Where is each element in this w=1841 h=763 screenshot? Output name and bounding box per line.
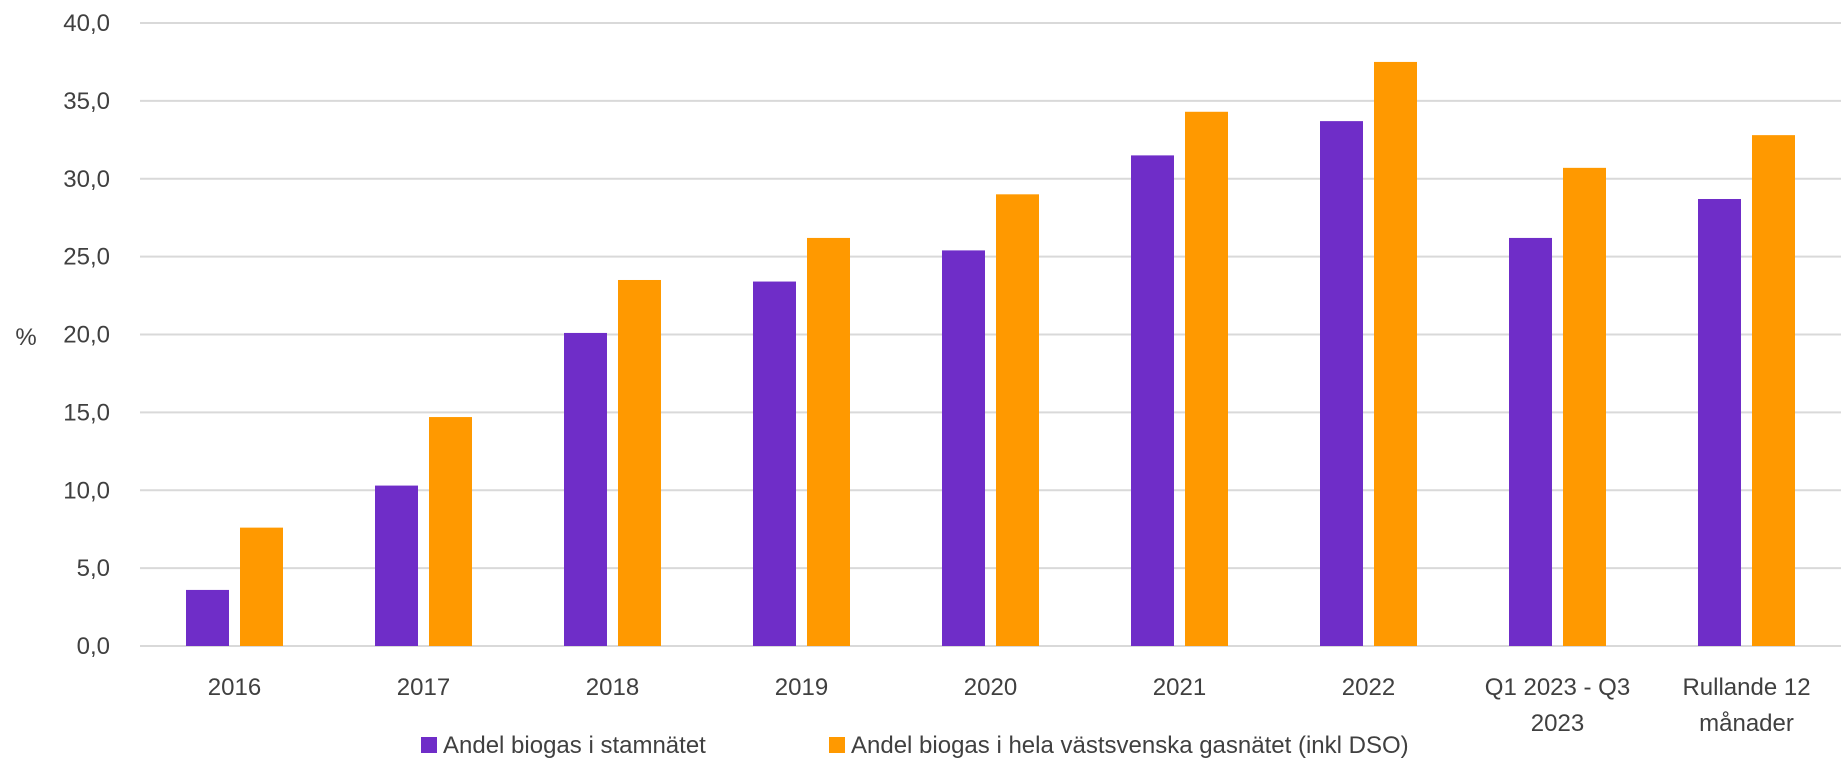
bar-series-0-0: [186, 589, 229, 646]
bar-series-0-8: [1698, 198, 1741, 646]
x-category-label: 2023: [1531, 710, 1584, 737]
y-tick-label: 25,0: [63, 244, 110, 271]
bar-series-1-0: [240, 527, 283, 646]
y-tick-label: 35,0: [63, 88, 110, 115]
bar-series-1-4: [996, 194, 1039, 646]
x-category-label: Rullande 12: [1682, 674, 1810, 701]
y-tick-label: 5,0: [77, 555, 110, 582]
x-category-label: månader: [1699, 710, 1794, 737]
x-category-label: 2019: [775, 674, 828, 701]
legend-label-hela-gasnatet: Andel biogas i hela västsvenska gasnätet…: [851, 732, 1409, 759]
bar-series-0-1: [375, 485, 418, 646]
legend-label-stamnatet: Andel biogas i stamnätet: [443, 732, 706, 759]
bar-series-0-5: [1131, 155, 1174, 646]
x-category-label: 2018: [586, 674, 639, 701]
x-axis-categories: 2016 2017 2018 2019 2020 2021 2022 Q1 2023 - Q3…: [208, 674, 1811, 737]
bar-series-1-7: [1563, 167, 1606, 646]
bar-series-0-7: [1509, 237, 1552, 646]
bar-series-1-5: [1185, 111, 1228, 647]
x-category-label: 2016: [208, 674, 261, 701]
gridlines: [140, 22, 1841, 647]
y-tick-label: 15,0: [63, 399, 110, 426]
x-category-label: Q1 2023 - Q3: [1485, 674, 1630, 701]
y-tick-label: 0,0: [77, 633, 110, 660]
y-axis-label: %: [15, 324, 36, 351]
bar-series-0-6: [1320, 121, 1363, 646]
bar-series-1-3: [807, 237, 850, 646]
x-category-label: 2017: [397, 674, 450, 701]
x-category-label: 2020: [964, 674, 1017, 701]
x-category-label: 2022: [1342, 674, 1395, 701]
y-tick-label: 30,0: [63, 166, 110, 193]
bar-series-1-6: [1374, 61, 1417, 646]
y-axis-ticks: 0,0 5,0 10,0 15,0 20,0 25,0 30,0 35,0 40,0: [63, 10, 110, 660]
bar-series-0-4: [942, 250, 985, 646]
y-tick-label: 40,0: [63, 10, 110, 37]
bars: [186, 61, 1795, 647]
bar-series-0-2: [564, 332, 607, 646]
legend-swatch-stamnatet: [421, 737, 437, 753]
legend: Andel biogas i stamnätet Andel biogas i …: [421, 732, 1409, 759]
bar-series-0-3: [753, 281, 796, 646]
y-tick-label: 20,0: [63, 322, 110, 349]
bar-series-1-1: [429, 417, 472, 646]
bar-series-1-2: [618, 279, 661, 646]
x-category-label: 2021: [1153, 674, 1206, 701]
legend-swatch-hela-gasnatet: [829, 737, 845, 753]
y-tick-label: 10,0: [63, 477, 110, 504]
bar-series-1-8: [1752, 135, 1795, 646]
